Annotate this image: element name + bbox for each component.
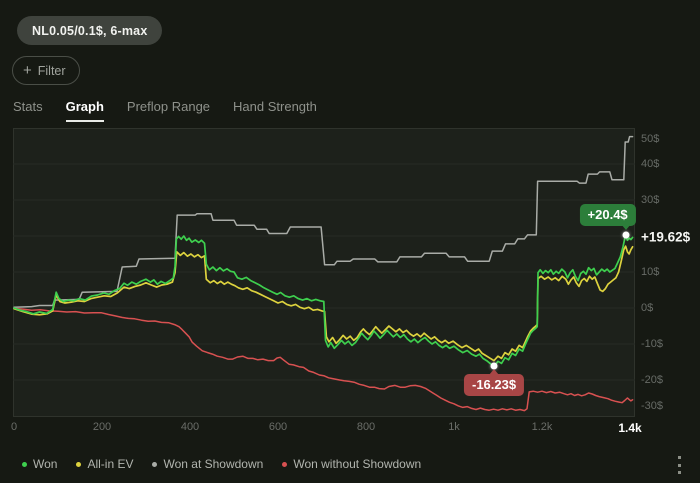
legend-dot [22, 461, 27, 467]
y-axis-label: -10$ [641, 338, 664, 350]
series-won-without-showdown [13, 307, 634, 412]
kebab-menu-icon[interactable] [673, 454, 685, 476]
filter-button[interactable]: + Filter [12, 56, 80, 85]
y-axis-label: 50$ [641, 132, 660, 145]
series-won-at-showdown [13, 135, 634, 309]
y-axis-label: 30$ [641, 194, 660, 206]
legend-dot [152, 461, 158, 467]
x-axis-label: 600 [268, 421, 288, 433]
tooltip-arrow [489, 369, 500, 376]
tab-stats[interactable]: Stats [13, 99, 43, 114]
x-axis-label: 800 [356, 421, 376, 433]
x-axis-label: 0 [10, 421, 18, 433]
marker-dot [490, 362, 498, 370]
legend-item-won-at-showdown[interactable]: Won at Showdown [152, 457, 263, 471]
marker-dot [622, 231, 630, 239]
chart-canvas[interactable] [13, 128, 635, 417]
tooltip-arrow [620, 223, 631, 230]
legend-dot [282, 461, 288, 467]
tooltip-trough: -16.23$ [463, 374, 525, 397]
x-axis-label: 1k [448, 421, 460, 433]
legend-item-all-in-ev[interactable]: All-in EV [76, 457, 133, 471]
legend-item-won-without-showdown[interactable]: Won without Showdown [282, 457, 421, 471]
tooltip-peak: +20.4$ [579, 203, 636, 226]
x-axis-label: 1.2k [531, 421, 553, 433]
tab-graph[interactable]: Graph [65, 99, 104, 122]
current-value-label: +19.62$ [641, 229, 691, 245]
x-axis-label: 400 [180, 421, 200, 433]
y-axis-label: -30$ [641, 399, 664, 412]
winnings-graph[interactable] [13, 128, 635, 417]
y-axis-label: 40$ [641, 158, 660, 170]
y-axis-label: 10$ [641, 266, 660, 278]
y-axis-label: -20$ [641, 374, 664, 386]
tab-preflop-range[interactable]: Preflop Range [126, 99, 211, 114]
x-axis-label: 200 [92, 421, 112, 433]
legend-label: Won [33, 457, 58, 471]
x-axis-label: 1.4k [618, 421, 642, 435]
series-won [13, 233, 634, 368]
legend-label: Won at Showdown [163, 457, 264, 471]
tab-bar: Stats Graph Preflop Range Hand Strength [13, 99, 317, 122]
legend: Won All-in EV Won at Showdown Won without S… [22, 457, 421, 471]
filter-button-label: Filter [37, 63, 66, 78]
legend-label: All-in EV [87, 457, 134, 471]
stakes-badge[interactable]: NL0.05/0.1$, 6-max [17, 16, 163, 45]
legend-dot [76, 461, 82, 467]
legend-item-won[interactable]: Won [22, 457, 57, 471]
tab-hand-strength[interactable]: Hand Strength [233, 99, 317, 114]
legend-label: Won without Showdown [293, 457, 422, 471]
plus-icon: + [23, 62, 32, 79]
y-axis-label: 0$ [641, 302, 654, 314]
